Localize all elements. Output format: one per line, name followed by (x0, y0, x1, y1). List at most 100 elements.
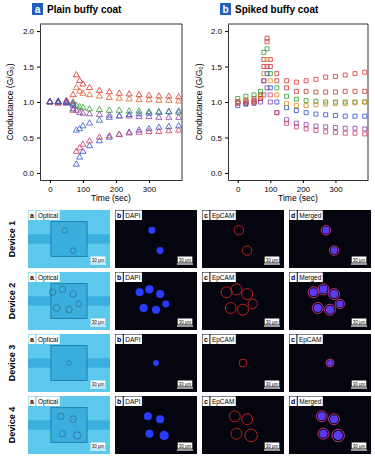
point (156, 114, 162, 119)
point (176, 108, 182, 113)
scale-bar (90, 263, 106, 264)
panel-title: Merged (299, 398, 321, 406)
point (275, 72, 279, 76)
tick-label: 0 (236, 185, 241, 194)
image-panel: aOptical30 μm (28, 272, 110, 330)
point (244, 98, 248, 102)
point (166, 108, 172, 113)
point (252, 100, 256, 104)
chart-title: Plain buffy coat (47, 4, 122, 15)
scale-bar-label: 30 μm (179, 320, 192, 325)
membrane (318, 428, 329, 439)
scale-bar-label: 30 μm (353, 258, 366, 263)
point (333, 130, 337, 134)
nucleus (330, 415, 338, 423)
point (333, 90, 337, 94)
chamber (51, 222, 87, 257)
scale-bar-label: 30 μm (92, 444, 105, 449)
tick: 0 (48, 180, 53, 194)
series (47, 98, 182, 166)
scale-bar (90, 449, 106, 450)
tick: 1.0 (23, 98, 40, 107)
y-axis: 0.00.51.01.52.0 (211, 25, 229, 181)
membrane (225, 302, 236, 313)
point (343, 126, 347, 130)
point (116, 113, 122, 118)
point (55, 98, 61, 103)
point (47, 98, 53, 103)
nucleus (318, 412, 326, 420)
point (314, 124, 318, 128)
panel-title-box (124, 335, 142, 345)
panel-background (202, 396, 284, 454)
point (80, 148, 86, 153)
panel-title: EpCAM (299, 336, 321, 344)
cell (76, 301, 82, 307)
scale-bar-box (352, 319, 367, 325)
point (86, 84, 92, 89)
point (304, 123, 308, 127)
point (77, 154, 83, 159)
tick-label: 2.0 (211, 27, 223, 36)
point (294, 104, 298, 108)
series (236, 47, 367, 104)
scale-bar-box (178, 381, 193, 387)
point (304, 79, 308, 83)
membrane (332, 429, 345, 442)
panel-title-box (210, 397, 235, 407)
point (353, 131, 357, 135)
point (275, 79, 279, 83)
point (47, 98, 53, 103)
point (63, 98, 69, 103)
point (275, 111, 279, 115)
panel-letter: c (204, 274, 208, 281)
point (324, 113, 328, 117)
panel-title: EpCAM (212, 274, 234, 282)
panel-title: EpCAM (212, 212, 234, 220)
point (236, 101, 240, 105)
nucleus (310, 288, 318, 296)
point (304, 127, 308, 131)
point (96, 111, 102, 116)
point (136, 96, 142, 101)
panel-letter: c (204, 212, 208, 219)
nucleus (148, 227, 155, 234)
point (285, 101, 289, 105)
frame-line (40, 24, 182, 25)
x-axis: 0100200300 (41, 180, 183, 194)
point (363, 132, 367, 136)
nucleus (152, 306, 160, 314)
tick: 2.0 (23, 27, 40, 36)
point (80, 141, 86, 146)
panel-title-box (210, 273, 235, 283)
tick-mark (37, 137, 40, 138)
point (265, 57, 269, 61)
point (146, 110, 152, 115)
point (136, 129, 142, 134)
point (333, 100, 337, 104)
tick-mark (83, 180, 84, 183)
scale-bar (351, 263, 367, 264)
panel-title-box (297, 335, 322, 345)
tick: 0.0 (23, 169, 40, 178)
series (47, 98, 182, 132)
point (146, 96, 152, 101)
point (268, 93, 272, 97)
panel-letter-box (116, 397, 123, 407)
scale-bar (177, 263, 193, 264)
point (294, 80, 298, 84)
scale-bar-box (91, 381, 106, 387)
tick: 100 (77, 180, 91, 194)
point (126, 96, 132, 101)
tick-label: 100 (77, 185, 91, 194)
panel-letter: b (117, 212, 121, 219)
panel-title: Merged (299, 274, 321, 282)
scale-bar-label: 30 μm (179, 382, 192, 387)
tick-mark (238, 180, 239, 183)
panel-title: DAPI (125, 336, 140, 343)
point (285, 79, 289, 83)
y-axis-title: Conductance (G/G₀) (5, 63, 15, 140)
image-panel: bDAPI30 μm (115, 334, 197, 392)
point (70, 107, 76, 112)
nucleus (336, 300, 343, 307)
